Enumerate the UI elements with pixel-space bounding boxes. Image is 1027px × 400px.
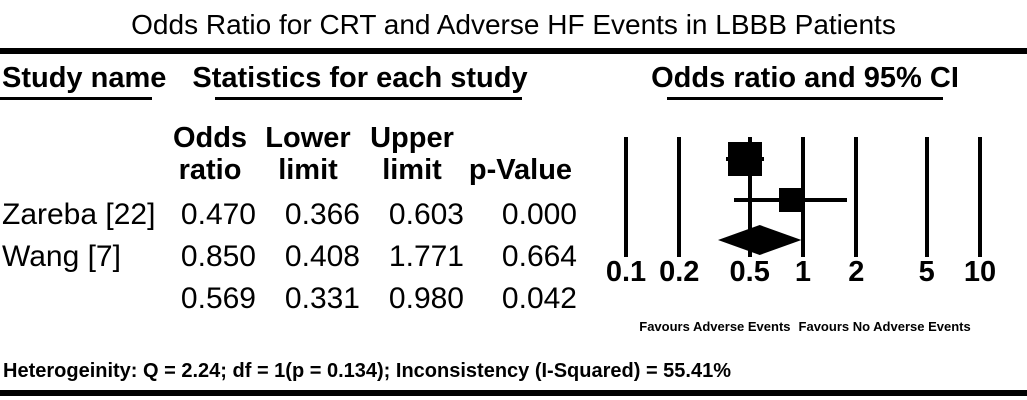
upper-limit-value: 1.771 [388,240,464,273]
table-row: Wang [7] 0.850 0.408 1.771 0.664 [2,242,577,272]
axis-tick-label: 0.1 [605,256,647,288]
subheader-spacer [2,122,164,186]
study-name [2,284,164,314]
favours-left-label: Favours Adverse Events [639,319,791,334]
study-name: Zareba [22] [2,198,156,231]
study-name-header-underline [0,97,152,100]
axis-direction-labels: Favours Adverse Events Favours No Advers… [600,319,1010,334]
p-value: 0.000 [501,198,577,231]
lower-limit-value: 0.331 [284,282,360,315]
axis-gridline [624,137,628,257]
axis-tick-label: 1 [794,256,812,288]
bottom-rule [0,390,1027,396]
axis-tick-label: 0.5 [729,256,770,288]
subheader-p-value: p-Value [468,154,573,186]
lower-limit-value: 0.366 [284,198,360,231]
axis-gridline [747,137,752,257]
axis-gridline [677,137,682,257]
study-point-estimate [727,142,762,176]
subheader-odds-ratio: Odds ratio [172,122,248,186]
odds-ratio-header-underline [667,97,943,100]
axis-gridline [854,137,859,257]
column-header-statistics: Statistics for each study [192,62,528,94]
column-header-odds-ratio-ci: Odds ratio and 95% CI [651,62,959,94]
top-rule [0,48,1027,54]
study-point-estimate [778,188,803,212]
heterogeneity-note: Heterogeinity: Q = 2.24; df = 1(p = 0.13… [3,360,732,382]
axis-tick-label: 10 [963,256,997,288]
table-row-combined: 0.569 0.331 0.980 0.042 [2,284,577,314]
axis-tick-label: 2 [848,256,865,288]
upper-limit-value: 0.980 [388,282,464,315]
p-value: 0.664 [501,240,577,273]
axis-gridline [801,137,805,257]
subheader-upper-limit: Upper limit [370,122,454,186]
p-value: 0.042 [501,282,577,315]
odds-ratio-value: 0.850 [180,240,256,273]
figure-title: Odds Ratio for CRT and Adverse HF Events… [131,9,896,40]
axis-gridline [924,137,929,257]
subheader-lower-limit: Lower limit [265,122,351,186]
axis-gridline [978,137,982,257]
table-row: Zareba [22] 0.470 0.366 0.603 0.000 [2,200,577,230]
upper-limit-value: 0.603 [388,198,464,231]
favours-right-label: Favours No Adverse Events [798,319,971,334]
axis-tick-label: 5 [918,256,935,288]
study-name: Wang [7] [2,240,121,273]
axis-tick-label: 0.2 [659,256,700,288]
statistics-header-underline [215,97,522,100]
combined-effect-diamond [718,225,802,255]
odds-ratio-value: 0.569 [180,282,256,315]
lower-limit-value: 0.408 [284,240,360,273]
odds-ratio-value: 0.470 [180,198,256,231]
table-subheader-row: Odds ratio Lower limit Upper limit p-Value [2,122,577,186]
column-header-study-name: Study name [2,62,167,94]
